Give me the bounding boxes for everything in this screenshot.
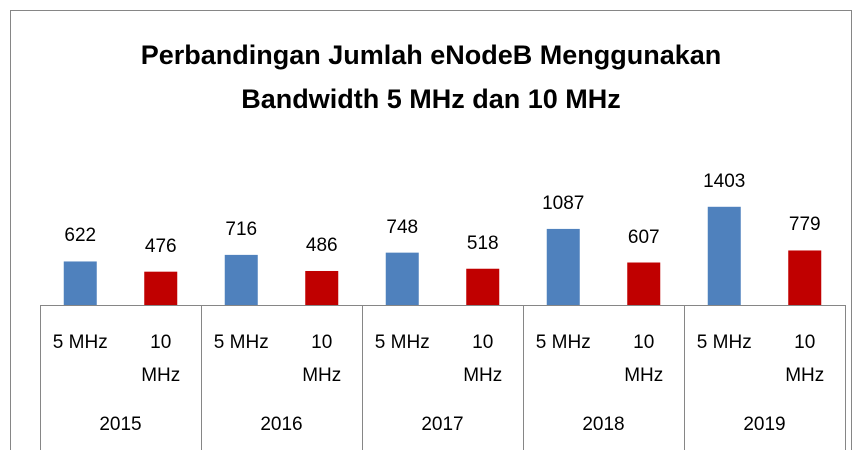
data-label: 779 [788, 214, 821, 236]
bar [224, 254, 258, 305]
group-label: 2017 [421, 414, 464, 435]
bar [305, 270, 339, 305]
bar [788, 250, 822, 305]
group-label: 2016 [260, 414, 303, 435]
data-label: 1403 [703, 170, 746, 192]
bar [144, 271, 178, 305]
group-label: 2018 [582, 414, 625, 435]
group-label: 2015 [99, 414, 142, 435]
data-label: 607 [627, 226, 660, 248]
bar [627, 262, 661, 305]
bar [385, 252, 419, 305]
data-label: 748 [386, 216, 419, 238]
x-tick-label: 10 MHz [463, 332, 503, 386]
x-tick-label: 5 MHz [213, 332, 269, 353]
x-tick-label: 5 MHz [696, 332, 752, 353]
data-label: 716 [225, 218, 258, 240]
bar [546, 228, 580, 305]
x-tick-label: 5 MHz [374, 332, 430, 353]
bar [63, 261, 97, 305]
bar [466, 268, 500, 305]
x-tick-label: 10 MHz [624, 332, 664, 386]
chart-border [10, 10, 852, 450]
chart-title: Perbandingan Jumlah eNodeB Menggunakan B… [140, 40, 722, 114]
x-tick-label: 10 MHz [141, 332, 181, 386]
data-label: 518 [466, 232, 499, 254]
x-tick-label: 10 MHz [302, 332, 342, 386]
x-tick-label: 10 MHz [785, 332, 825, 386]
data-label: 1087 [542, 192, 585, 214]
group-label: 2019 [743, 414, 786, 435]
bar [707, 206, 741, 305]
x-tick-label: 5 MHz [52, 332, 108, 353]
data-label: 476 [144, 235, 177, 257]
data-label: 486 [305, 234, 338, 256]
x-tick-label: 5 MHz [535, 332, 591, 353]
data-label: 622 [64, 225, 97, 247]
